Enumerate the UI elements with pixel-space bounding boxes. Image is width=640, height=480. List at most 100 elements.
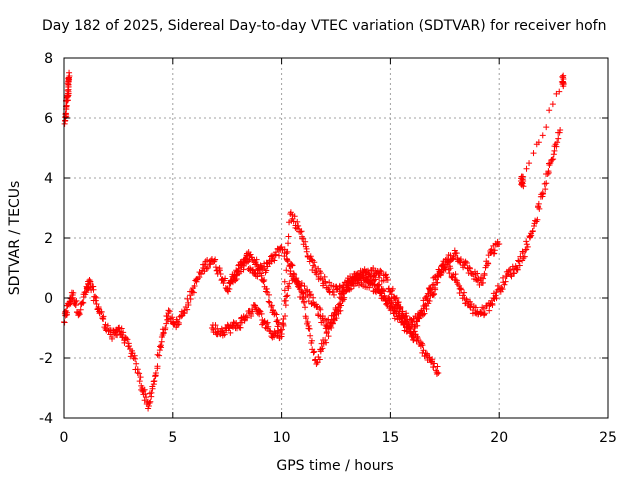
data-point bbox=[453, 250, 460, 257]
data-point bbox=[547, 160, 554, 167]
data-point bbox=[524, 243, 531, 250]
data-point bbox=[104, 322, 111, 329]
data-point bbox=[218, 325, 225, 332]
data-point bbox=[190, 289, 197, 296]
data-point bbox=[307, 253, 314, 260]
data-point bbox=[300, 235, 307, 242]
data-point bbox=[93, 301, 100, 307]
data-point bbox=[230, 276, 237, 283]
data-point bbox=[273, 249, 280, 256]
data-point bbox=[555, 135, 562, 142]
data-point bbox=[256, 266, 263, 273]
data-point bbox=[93, 294, 100, 301]
data-point bbox=[322, 278, 329, 285]
data-point bbox=[251, 269, 258, 276]
data-point bbox=[307, 291, 314, 298]
data-point bbox=[291, 213, 298, 220]
data-point bbox=[544, 171, 551, 178]
data-point bbox=[203, 265, 210, 272]
data-point bbox=[321, 273, 328, 280]
data-point bbox=[134, 366, 141, 373]
data-point bbox=[66, 73, 73, 79]
data-point bbox=[461, 289, 468, 296]
data-point bbox=[238, 264, 245, 271]
y-tick-label: -2 bbox=[39, 351, 53, 367]
data-point bbox=[447, 265, 454, 272]
data-point bbox=[481, 311, 488, 318]
data-point bbox=[265, 298, 272, 305]
data-point bbox=[516, 262, 523, 269]
data-point bbox=[536, 205, 543, 212]
data-point bbox=[383, 301, 390, 308]
data-point bbox=[310, 349, 317, 356]
data-point bbox=[520, 183, 527, 190]
data-point bbox=[514, 266, 521, 273]
data-point bbox=[504, 271, 511, 277]
data-point bbox=[211, 258, 218, 265]
data-point bbox=[95, 304, 102, 311]
data-point bbox=[534, 216, 541, 223]
data-point bbox=[312, 263, 319, 270]
data-point bbox=[99, 314, 106, 321]
data-point bbox=[83, 289, 90, 296]
data-point bbox=[358, 279, 365, 286]
data-point bbox=[72, 299, 79, 306]
data-point bbox=[87, 278, 94, 285]
data-point bbox=[262, 288, 269, 295]
data-point bbox=[132, 355, 139, 362]
data-point bbox=[458, 286, 465, 293]
data-point bbox=[341, 294, 348, 301]
data-point bbox=[271, 333, 278, 340]
data-point bbox=[432, 284, 439, 291]
data-point bbox=[165, 307, 172, 314]
axis-ticks: 0 5 10 15 20 25 -4 -2 0 2 4 6 8 bbox=[39, 51, 617, 446]
data-point bbox=[383, 300, 390, 307]
data-point bbox=[285, 240, 292, 247]
data-point bbox=[289, 262, 296, 269]
data-point bbox=[317, 306, 324, 313]
data-point bbox=[297, 229, 304, 236]
x-tick-label: 10 bbox=[273, 430, 291, 446]
data-point bbox=[542, 186, 549, 193]
data-point bbox=[279, 320, 286, 327]
data-point bbox=[73, 297, 80, 304]
data-point bbox=[519, 248, 526, 255]
data-point bbox=[184, 306, 191, 313]
data-point bbox=[317, 346, 324, 353]
data-point bbox=[273, 311, 280, 318]
data-point bbox=[286, 280, 293, 287]
data-point bbox=[521, 253, 528, 260]
data-point bbox=[285, 233, 292, 240]
data-point bbox=[290, 218, 297, 225]
data-point bbox=[64, 309, 71, 316]
data-point bbox=[157, 343, 164, 350]
data-point bbox=[207, 257, 214, 264]
data-point bbox=[302, 238, 309, 245]
data-point bbox=[543, 124, 550, 131]
data-point bbox=[520, 178, 527, 184]
data-point bbox=[283, 255, 290, 262]
data-point bbox=[420, 347, 427, 354]
data-point bbox=[237, 324, 244, 331]
data-point bbox=[154, 365, 161, 372]
data-point bbox=[278, 244, 285, 250]
data-point bbox=[306, 292, 313, 299]
data-point bbox=[501, 281, 508, 288]
y-axis-label: SDTVAR / TECUs bbox=[7, 181, 23, 296]
x-axis-label: GPS time / hours bbox=[276, 458, 393, 474]
data-point bbox=[431, 291, 438, 298]
data-point bbox=[498, 284, 505, 291]
data-point bbox=[220, 280, 227, 287]
data-point bbox=[298, 228, 305, 235]
data-point bbox=[230, 324, 237, 331]
data-point bbox=[383, 274, 390, 281]
data-point bbox=[396, 306, 403, 313]
data-point bbox=[496, 241, 503, 247]
data-point bbox=[527, 233, 534, 240]
data-point bbox=[526, 160, 533, 167]
x-tick-label: 0 bbox=[60, 430, 69, 446]
data-point bbox=[488, 246, 495, 253]
data-point bbox=[136, 378, 143, 385]
data-point bbox=[283, 250, 290, 257]
data-point bbox=[372, 276, 379, 283]
